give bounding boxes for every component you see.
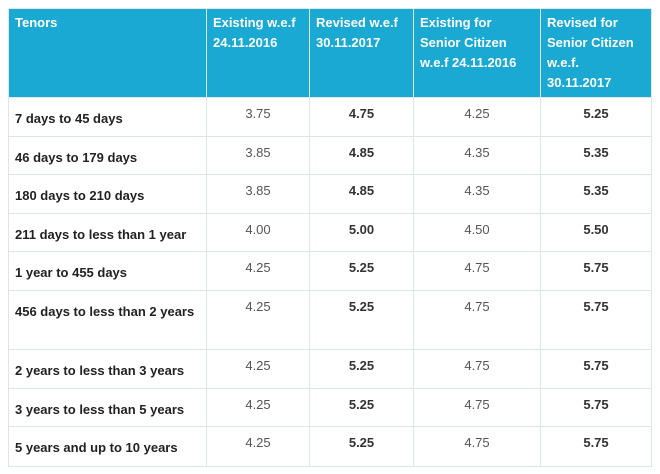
fd-rates-table: Tenors Existing w.e.f 24.11.2016 Revised… bbox=[8, 8, 652, 467]
header-existing-senior: Existing for Senior Citizen w.e.f 24.11.… bbox=[413, 8, 541, 98]
existing-senior-rate-cell: 4.75 bbox=[413, 290, 541, 350]
existing-senior-rate-cell: 4.75 bbox=[413, 388, 541, 427]
header-row: Tenors Existing w.e.f 24.11.2016 Revised… bbox=[8, 8, 652, 98]
existing-senior-rate-cell: 4.75 bbox=[413, 426, 541, 467]
table-row: 5 years and up to 10 years 4.25 5.25 4.7… bbox=[8, 426, 652, 467]
revised-senior-rate-cell: 5.75 bbox=[540, 251, 652, 291]
table-row: 7 days to 45 days 3.75 4.75 4.25 5.25 bbox=[8, 97, 652, 137]
tenor-cell: 5 years and up to 10 years bbox=[8, 426, 207, 467]
tenor-cell: 46 days to 179 days bbox=[8, 136, 207, 175]
rates-table-container: Tenors Existing w.e.f 24.11.2016 Revised… bbox=[8, 8, 652, 467]
table-row: 456 days to less than 2 years 4.25 5.25 … bbox=[8, 290, 652, 350]
revised-rate-cell: 5.25 bbox=[309, 426, 414, 467]
existing-senior-rate-cell: 4.75 bbox=[413, 349, 541, 389]
revised-senior-rate-cell: 5.75 bbox=[540, 388, 652, 427]
tenor-cell: 2 years to less than 3 years bbox=[8, 349, 207, 389]
table-row: 1 year to 455 days 4.25 5.25 4.75 5.75 bbox=[8, 251, 652, 291]
revised-rate-cell: 4.75 bbox=[309, 97, 414, 137]
existing-senior-rate-cell: 4.50 bbox=[413, 213, 541, 252]
tenor-cell: 1 year to 455 days bbox=[8, 251, 207, 291]
header-revised: Revised w.e.f 30.11.2017 bbox=[309, 8, 414, 98]
revised-senior-rate-cell: 5.50 bbox=[540, 213, 652, 252]
tenor-cell: 180 days to 210 days bbox=[8, 174, 207, 214]
existing-senior-rate-cell: 4.35 bbox=[413, 136, 541, 175]
header-tenors: Tenors bbox=[8, 8, 207, 98]
tenor-cell: 456 days to less than 2 years bbox=[8, 290, 207, 350]
existing-rate-cell: 4.25 bbox=[206, 426, 310, 467]
revised-senior-rate-cell: 5.75 bbox=[540, 349, 652, 389]
existing-rate-cell: 4.25 bbox=[206, 388, 310, 427]
revised-senior-rate-cell: 5.75 bbox=[540, 426, 652, 467]
header-existing: Existing w.e.f 24.11.2016 bbox=[206, 8, 310, 98]
revised-rate-cell: 4.85 bbox=[309, 174, 414, 214]
table-row: 211 days to less than 1 year 4.00 5.00 4… bbox=[8, 213, 652, 252]
table-row: 46 days to 179 days 3.85 4.85 4.35 5.35 bbox=[8, 136, 652, 175]
existing-rate-cell: 4.00 bbox=[206, 213, 310, 252]
revised-senior-rate-cell: 5.35 bbox=[540, 174, 652, 214]
existing-senior-rate-cell: 4.75 bbox=[413, 251, 541, 291]
existing-rate-cell: 3.85 bbox=[206, 174, 310, 214]
revised-rate-cell: 5.25 bbox=[309, 349, 414, 389]
tenor-cell: 3 years to less than 5 years bbox=[8, 388, 207, 427]
tenor-cell: 211 days to less than 1 year bbox=[8, 213, 207, 252]
table-body: 7 days to 45 days 3.75 4.75 4.25 5.25 46… bbox=[8, 97, 652, 467]
tenor-cell: 7 days to 45 days bbox=[8, 97, 207, 137]
table-row: 180 days to 210 days 3.85 4.85 4.35 5.35 bbox=[8, 174, 652, 214]
revised-senior-rate-cell: 5.25 bbox=[540, 97, 652, 137]
table-row: 2 years to less than 3 years 4.25 5.25 4… bbox=[8, 349, 652, 389]
existing-rate-cell: 4.25 bbox=[206, 349, 310, 389]
existing-senior-rate-cell: 4.35 bbox=[413, 174, 541, 214]
existing-rate-cell: 3.85 bbox=[206, 136, 310, 175]
existing-rate-cell: 4.25 bbox=[206, 290, 310, 350]
revised-rate-cell: 4.85 bbox=[309, 136, 414, 175]
revised-rate-cell: 5.25 bbox=[309, 251, 414, 291]
existing-rate-cell: 3.75 bbox=[206, 97, 310, 137]
revised-rate-cell: 5.25 bbox=[309, 388, 414, 427]
revised-senior-rate-cell: 5.35 bbox=[540, 136, 652, 175]
existing-senior-rate-cell: 4.25 bbox=[413, 97, 541, 137]
existing-rate-cell: 4.25 bbox=[206, 251, 310, 291]
table-row: 3 years to less than 5 years 4.25 5.25 4… bbox=[8, 388, 652, 427]
table-header: Tenors Existing w.e.f 24.11.2016 Revised… bbox=[8, 8, 652, 98]
revised-rate-cell: 5.00 bbox=[309, 213, 414, 252]
revised-rate-cell: 5.25 bbox=[309, 290, 414, 350]
header-revised-senior: Revised for Senior Citizen w.e.f. 30.11.… bbox=[540, 8, 652, 98]
revised-senior-rate-cell: 5.75 bbox=[540, 290, 652, 350]
